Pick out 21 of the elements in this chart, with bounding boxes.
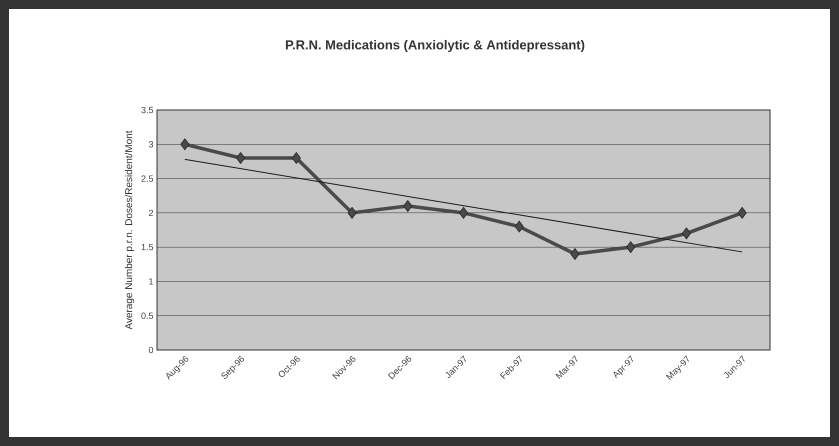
point — [626, 241, 636, 254]
y-tick-label: 1.5 — [142, 244, 154, 250]
point — [403, 200, 412, 212]
point — [682, 228, 691, 240]
point — [236, 152, 246, 164]
point — [738, 206, 747, 219]
y-tick-label: 2 — [148, 210, 154, 216]
y-tick-label: 3.5 — [141, 106, 154, 114]
point — [292, 152, 301, 164]
y-tick-label: 0.5 — [141, 312, 154, 319]
point — [570, 248, 580, 260]
point — [458, 206, 468, 219]
chart-title: P.R.N. Medications (Anxiolytic & Antidepressant) — [286, 40, 584, 52]
y-tick-label: 1 — [149, 278, 154, 285]
point — [348, 206, 357, 219]
point — [180, 138, 190, 150]
point — [514, 220, 524, 232]
y-tick-label: 3 — [148, 141, 154, 148]
y-tick-label: 2.5 — [141, 175, 154, 182]
y-tick-label: 0 — [148, 346, 154, 354]
y-axis-title: Average Number p.r.n. Doses/Resident/Mont — [124, 130, 134, 330]
